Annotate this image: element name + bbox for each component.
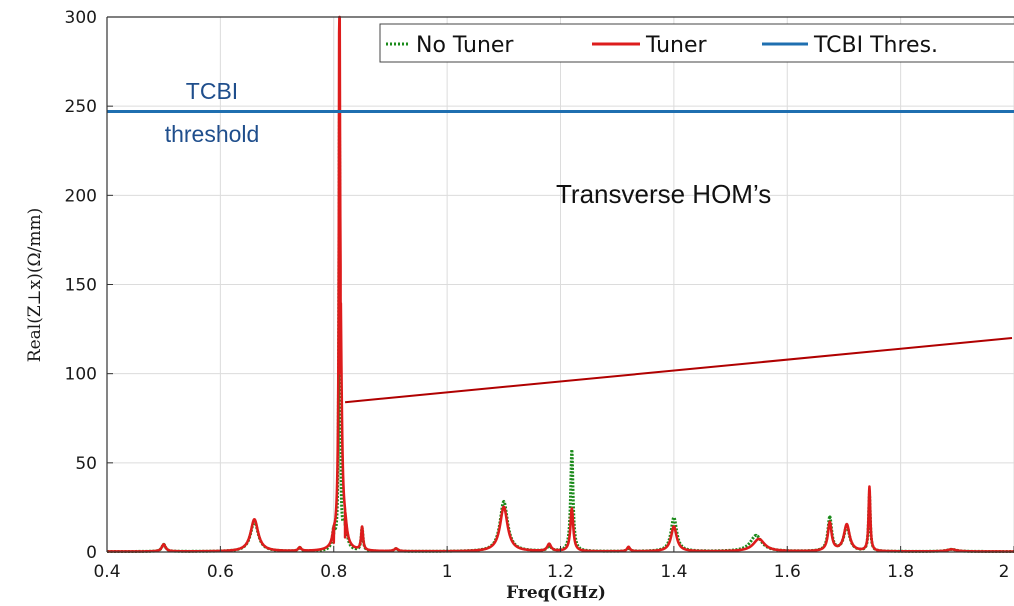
y-tick-label: 0 [86, 543, 97, 563]
y-tick-label: 50 [75, 454, 97, 474]
y-tick-label: 100 [65, 365, 97, 385]
legend-label-no-tuner: No Tuner [416, 33, 514, 58]
x-tick-label: 1.2 [547, 562, 574, 582]
x-tick-label: 1.4 [660, 562, 687, 582]
legend-label-tcbi: TCBI Thres. [813, 33, 938, 58]
x-axis-title: Freq(GHz) [506, 583, 606, 603]
legend-label-tuner: Tuner [645, 33, 708, 58]
grid [106, 16, 1014, 553]
y-tick-label: 300 [65, 8, 97, 28]
axes: 0.4 0.6 0.8 1 1.2 1.4 1.6 1.8 2 0 50 100 150 200 250 30… [65, 8, 1014, 582]
y-tick-label: 200 [65, 186, 97, 206]
x-tick-label: 0.4 [93, 562, 120, 582]
y-tick-label: 250 [65, 97, 97, 117]
tcbi-annotation-line1: TCBI [186, 78, 238, 104]
x-tick-label: 0.8 [320, 562, 347, 582]
hom-annotation: Transverse HOM’s [556, 179, 771, 209]
x-tick-label: 1.8 [887, 562, 914, 582]
annotations [344, 337, 1013, 404]
legend-box [379, 23, 1014, 63]
x-tick-label: 1 [442, 562, 453, 582]
x-tick-label: 1.6 [774, 562, 801, 582]
y-tick-label: 150 [65, 276, 97, 296]
x-tick-label: 0.6 [207, 562, 234, 582]
y-axis-title: Real(Z⊥x)(Ω/mm) [25, 208, 45, 362]
tcbi-annotation-line2: threshold [165, 121, 260, 147]
x-tick-label: 2 [999, 562, 1010, 582]
legend: No Tuner Tuner TCBI Thres. [379, 23, 1014, 63]
hom-annotation-line [344, 337, 1013, 404]
